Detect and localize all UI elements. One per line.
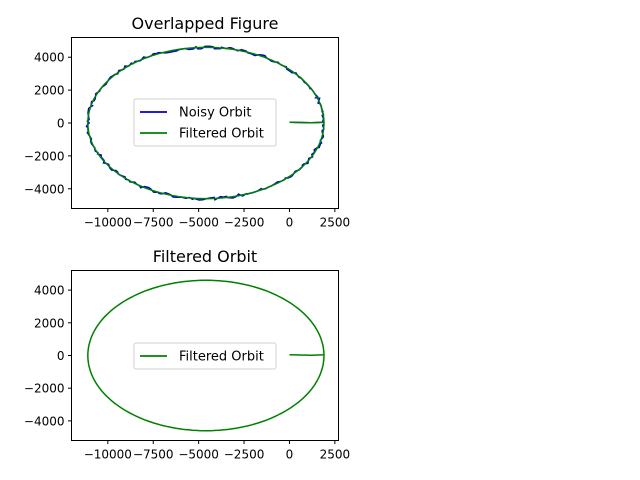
x-tick-label: −5000 — [178, 448, 219, 462]
legend: Filtered Orbit — [133, 342, 277, 370]
y-tick-label: −2000 — [24, 382, 65, 396]
legend: Noisy Orbit Filtered Orbit — [133, 98, 277, 147]
x-tick-label: −10000 — [84, 216, 132, 230]
series-line — [87, 279, 325, 432]
x-tick-label: 2500 — [320, 216, 351, 230]
legend-label: Noisy Orbit — [179, 106, 251, 121]
chart-title: Filtered Orbit — [153, 247, 257, 266]
legend-box — [133, 98, 277, 147]
x-tick-label: −10000 — [84, 448, 132, 462]
x-tick-label: 2500 — [320, 448, 351, 462]
legend-label: Filtered Orbit — [179, 127, 264, 142]
x-tick-label: −2500 — [224, 216, 265, 230]
x-tick-label: −7500 — [133, 448, 174, 462]
y-axis: −4000 −2000 0 2000 4000 — [24, 284, 72, 428]
y-tick-label: 2000 — [34, 84, 65, 98]
x-tick-label: −2500 — [224, 448, 265, 462]
y-tick-label: −4000 — [24, 414, 65, 428]
legend-label: Filtered Orbit — [179, 350, 264, 365]
series-layer — [85, 45, 325, 201]
x-tick-label: −7500 — [133, 216, 174, 230]
y-axis: −4000 −2000 0 2000 4000 — [24, 51, 72, 196]
y-tick-label: 4000 — [34, 51, 65, 65]
chart-filtered-orbit: Filtered Orbit −10000 −7500 −5000 −2500 0 250… — [24, 247, 350, 462]
series-layer — [87, 279, 325, 432]
legend-box — [133, 342, 277, 370]
y-tick-label: 2000 — [34, 316, 65, 330]
y-tick-label: 4000 — [34, 284, 65, 298]
x-axis: −10000 −7500 −5000 −2500 0 2500 — [84, 440, 351, 462]
y-tick-label: 0 — [57, 349, 65, 363]
x-axis: −10000 −7500 −5000 −2500 0 2500 — [84, 208, 351, 230]
series-line — [87, 46, 325, 200]
chart-overlapped-figure: Overlapped Figure −10000 −7500 −5000 −2500 0… — [24, 14, 350, 230]
y-tick-label: 0 — [57, 117, 65, 131]
x-tick-label: 0 — [286, 448, 294, 462]
y-tick-label: −2000 — [24, 149, 65, 163]
y-tick-label: −4000 — [24, 182, 65, 196]
chart-title: Overlapped Figure — [132, 14, 279, 33]
x-tick-label: −5000 — [178, 216, 219, 230]
x-tick-label: 0 — [286, 216, 294, 230]
